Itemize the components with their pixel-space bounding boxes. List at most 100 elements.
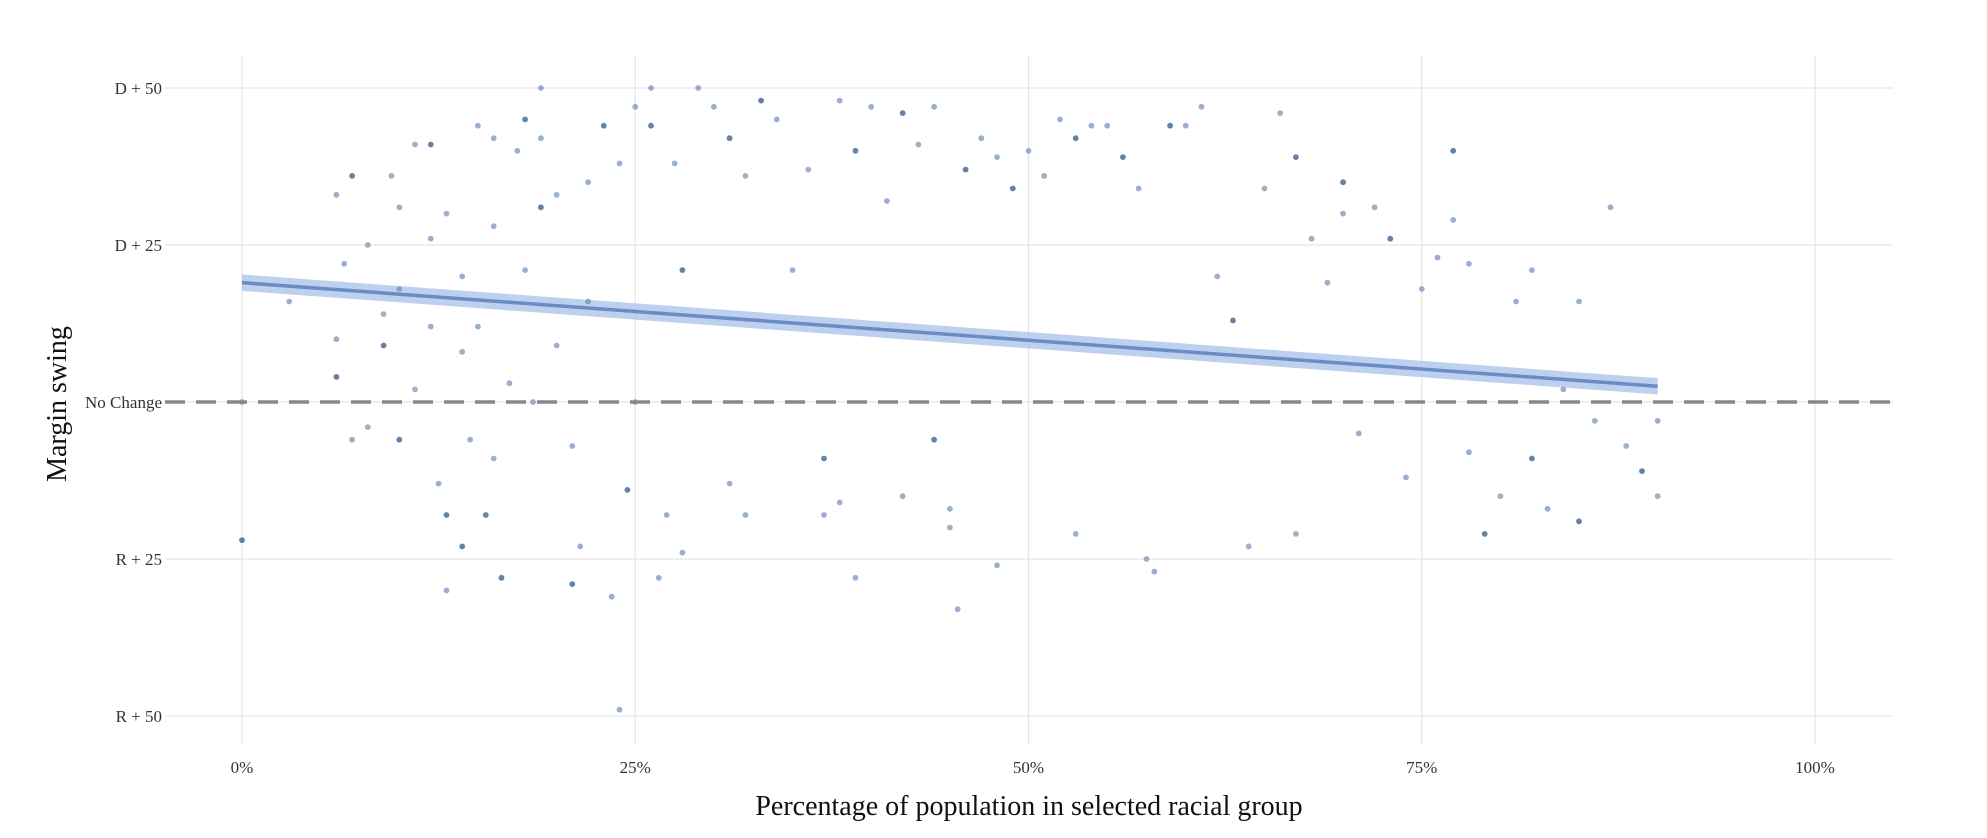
data-point xyxy=(852,147,859,154)
data-point xyxy=(1591,417,1598,424)
data-point xyxy=(1529,455,1535,462)
data-point xyxy=(475,122,481,129)
data-point xyxy=(364,424,371,430)
data-point xyxy=(490,135,497,142)
data-point xyxy=(616,160,623,167)
data-point xyxy=(443,512,450,518)
data-point xyxy=(600,122,607,129)
data-point xyxy=(349,436,355,443)
data-point xyxy=(1481,531,1488,537)
y-tick-labels: D + 50 D + 25 No Change R + 25 R + 50 xyxy=(85,79,162,726)
data-point xyxy=(380,342,387,349)
data-point xyxy=(1072,531,1079,537)
data-point xyxy=(679,549,686,556)
data-point xyxy=(1135,185,1142,192)
data-point xyxy=(380,311,387,317)
data-point xyxy=(435,480,442,487)
data-point xyxy=(852,574,859,581)
data-point xyxy=(711,103,717,110)
data-point xyxy=(1009,185,1016,192)
data-point xyxy=(758,97,764,104)
data-point xyxy=(624,487,631,493)
data-point xyxy=(742,173,749,179)
data-point xyxy=(994,154,1000,161)
data-point xyxy=(1355,430,1362,437)
data-point xyxy=(1450,147,1457,154)
data-point xyxy=(482,512,489,518)
data-point xyxy=(1371,204,1378,211)
data-point xyxy=(1450,217,1457,223)
data-point xyxy=(239,537,245,544)
data-point xyxy=(1167,122,1173,129)
y-tick-label: R + 25 xyxy=(116,550,162,569)
data-point xyxy=(1324,279,1331,286)
data-point xyxy=(1041,173,1048,179)
data-point xyxy=(1654,493,1661,500)
data-point xyxy=(1529,267,1535,273)
data-point xyxy=(1182,122,1189,129)
data-point xyxy=(695,85,702,91)
data-point xyxy=(538,204,544,211)
data-point xyxy=(396,286,403,292)
data-point xyxy=(679,267,686,273)
data-point xyxy=(821,512,827,518)
data-point xyxy=(1387,235,1394,242)
data-point xyxy=(648,122,654,129)
data-point xyxy=(522,116,528,123)
data-point xyxy=(836,499,843,506)
x-tick-label: 50% xyxy=(1013,758,1044,777)
data-point xyxy=(1639,468,1645,474)
data-point xyxy=(412,141,418,148)
data-point xyxy=(836,97,843,104)
data-point xyxy=(1513,298,1519,305)
data-point xyxy=(585,298,591,305)
data-point xyxy=(443,587,450,594)
data-point xyxy=(585,179,591,186)
data-point xyxy=(1340,210,1346,217)
data-point xyxy=(1434,254,1441,261)
data-point xyxy=(616,706,623,713)
data-point xyxy=(1143,556,1150,562)
data-point xyxy=(671,160,678,167)
data-point xyxy=(459,348,466,355)
data-point xyxy=(514,147,521,154)
grid-lines xyxy=(165,55,1893,745)
data-point xyxy=(396,436,403,443)
x-tick-label: 0% xyxy=(231,758,254,777)
data-point xyxy=(427,235,434,242)
data-point xyxy=(412,386,418,393)
data-point xyxy=(1308,235,1315,242)
data-point xyxy=(490,455,497,462)
data-point xyxy=(1418,286,1425,292)
data-point xyxy=(1104,122,1111,129)
data-point xyxy=(459,543,466,550)
data-point xyxy=(868,103,875,110)
data-point xyxy=(427,141,434,148)
x-tick-labels: 0% 25% 50% 75% 100% xyxy=(231,758,1835,777)
data-point xyxy=(1245,543,1252,550)
y-tick-label: R + 50 xyxy=(116,707,162,726)
data-point xyxy=(333,374,340,380)
data-point xyxy=(884,198,890,204)
x-axis-title: Percentage of population in selected rac… xyxy=(755,791,1302,822)
data-point xyxy=(899,110,906,116)
data-point xyxy=(994,562,1000,569)
data-point xyxy=(1120,154,1126,161)
x-tick-label: 75% xyxy=(1406,758,1437,777)
data-point xyxy=(915,141,922,148)
data-point xyxy=(773,116,780,123)
data-point xyxy=(632,103,639,110)
data-point xyxy=(663,512,670,518)
data-point xyxy=(947,505,953,512)
data-point xyxy=(467,436,473,443)
data-point xyxy=(931,103,937,110)
data-point xyxy=(1230,317,1236,324)
data-point xyxy=(333,191,340,198)
data-point xyxy=(364,242,371,248)
data-point xyxy=(1576,518,1582,525)
data-point xyxy=(506,380,513,387)
data-point xyxy=(742,512,749,518)
data-point xyxy=(443,210,450,217)
trend-line-layer xyxy=(241,280,1658,389)
